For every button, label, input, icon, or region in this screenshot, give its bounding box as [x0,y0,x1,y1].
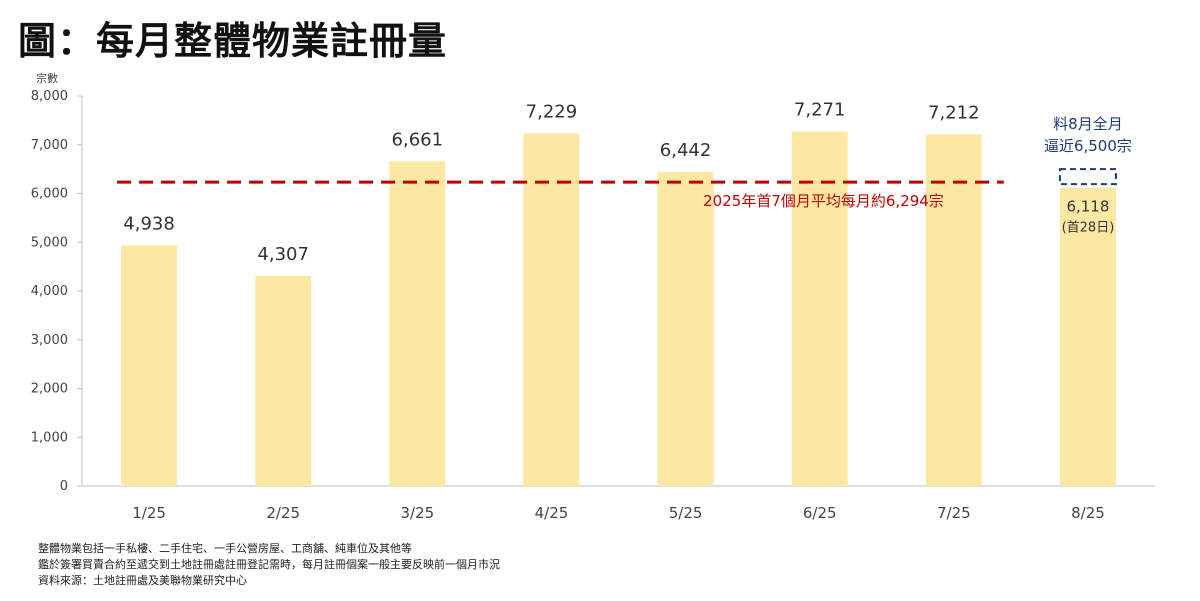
bar-value-label: 7,271 [794,100,846,121]
y-tick-label: 3,000 [31,333,68,348]
bar-4-25 [523,133,580,486]
y-tick-label: 2,000 [31,382,68,397]
bar-value-label: 6,442 [660,140,712,161]
footnote-scope: 整體物業包括一手私樓、二手住宅、一手公營房屋、工商舖、純車位及其他等 [38,542,412,555]
bar-1-25 [121,245,178,486]
y-axis-label: 宗數 [36,71,58,85]
bar-value-label: 6,118 [1066,198,1109,216]
y-tick-label: 0 [60,479,68,494]
x-tick-label: 8/25 [1071,504,1105,522]
forecast-box [1058,168,1117,186]
bar-6-25 [791,131,848,486]
y-tick-label: 7,000 [31,138,68,153]
x-tick-label: 7/25 [937,504,971,522]
y-tick-label: 6,000 [31,187,68,202]
bar-3-25 [389,161,446,486]
y-tick-label: 5,000 [31,235,68,250]
y-tick-label: 8,000 [31,89,68,104]
y-tick-label: 1,000 [31,430,68,445]
bar-value-label: 4,307 [257,244,309,265]
page-title: 圖：每月整體物業註冊量 [18,19,448,63]
x-tick-label: 5/25 [669,504,703,522]
y-tick-label: 4,000 [31,284,68,299]
bar-value-label: 7,229 [526,102,578,123]
partial-month-note: (首28日) [1062,221,1115,236]
x-tick-label: 4/25 [535,504,569,522]
bar-7-25 [925,134,982,487]
x-tick-label: 6/25 [803,504,837,522]
footnote-source: 資料來源：土地註冊處及美聯物業研究中心 [38,574,247,587]
x-tick-label: 1/25 [132,504,166,522]
footnote-lag: 鑑於簽署買賣合約至遞交到土地註冊處註冊登記需時，每月註冊個案一般主要反映前一個月… [38,558,500,571]
bar-value-label: 4,938 [123,213,175,234]
bar-5-25 [657,171,714,486]
x-tick-label: 2/25 [266,504,300,522]
forecast-label-line-1: 料8月全月 [1053,115,1123,133]
bar-value-label: 7,212 [928,102,980,123]
average-label: 2025年首7個月平均每月約6,294宗 [703,192,944,210]
footnotes: 整體物業包括一手私樓、二手住宅、一手公營房屋、工商舖、純車位及其他等 鑑於簽署買… [38,541,500,589]
bar-2-25 [255,276,312,486]
bar-8-25 [1059,187,1116,486]
x-tick-label: 3/25 [400,504,434,522]
forecast-label-line-2: 逼近6,500宗 [1044,137,1132,155]
bar-value-label: 6,661 [392,129,444,150]
